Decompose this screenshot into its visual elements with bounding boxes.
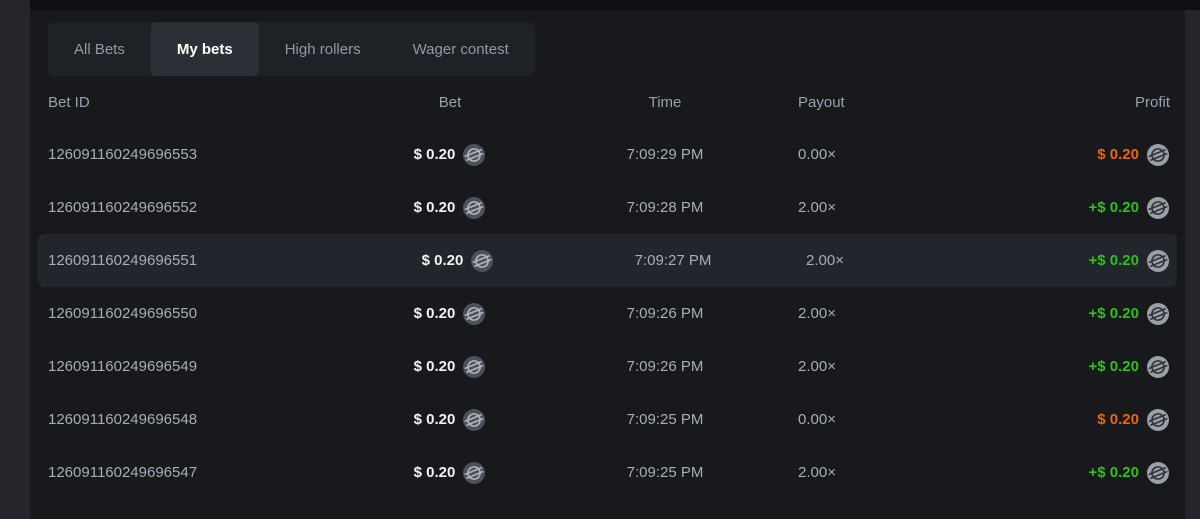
bet-id-cell: 126091160249696552 bbox=[48, 199, 198, 216]
bet-amount: $ 0.20 bbox=[413, 464, 456, 481]
time-cell: 7:09:27 PM bbox=[634, 252, 712, 269]
table-header-row: Bet ID Bet Time Payout Profit bbox=[30, 76, 1185, 128]
profit-amount: $ 0.20 bbox=[1097, 146, 1139, 163]
payout-cell: 2.00× bbox=[798, 199, 836, 216]
currency-coin-icon bbox=[462, 196, 486, 220]
currency-coin-icon bbox=[1146, 196, 1170, 220]
currency-coin-icon bbox=[1146, 143, 1170, 167]
time-cell: 7:09:25 PM bbox=[626, 411, 704, 428]
time-cell: 7:09:26 PM bbox=[626, 358, 704, 375]
bet-cell: $ 0.20 bbox=[368, 249, 548, 273]
payout-cell: 0.00× bbox=[798, 411, 836, 428]
currency-coin-icon bbox=[462, 408, 486, 432]
bet-cell: $ 0.20 bbox=[360, 196, 540, 220]
tab-wager-contest[interactable]: Wager contest bbox=[412, 40, 509, 58]
header-bet: Bet bbox=[438, 93, 462, 111]
currency-coin-icon bbox=[1146, 355, 1170, 379]
bets-tabbar: All Bets My bets High rollers Wager cont… bbox=[48, 22, 535, 76]
time-cell: 7:09:26 PM bbox=[626, 305, 704, 322]
header-bet-id: Bet ID bbox=[48, 93, 90, 111]
profit-amount: +$ 0.20 bbox=[1088, 252, 1139, 269]
bet-id-cell: 126091160249696549 bbox=[48, 358, 198, 375]
table-row[interactable]: 126091160249696550 $ 0.20 7:09:26 PM 2.0… bbox=[30, 287, 1185, 340]
table-row-highlighted[interactable]: 126091160249696551 $ 0.20 7:09:27 PM 2.0… bbox=[38, 234, 1177, 287]
tab-all-bets[interactable]: All Bets bbox=[74, 40, 125, 58]
currency-coin-icon bbox=[462, 143, 486, 167]
bet-cell: $ 0.20 bbox=[360, 355, 540, 379]
profit-amount: +$ 0.20 bbox=[1088, 464, 1139, 481]
profit-amount: +$ 0.20 bbox=[1088, 358, 1139, 375]
table-row[interactable]: 126091160249696549 $ 0.20 7:09:26 PM 2.0… bbox=[30, 340, 1185, 393]
profit-cell: $ 0.20 bbox=[910, 143, 1185, 167]
time-cell: 7:09:29 PM bbox=[626, 146, 704, 163]
currency-coin-icon bbox=[1146, 302, 1170, 326]
tab-high-rollers[interactable]: High rollers bbox=[284, 40, 361, 58]
profit-cell: +$ 0.20 bbox=[918, 249, 1177, 273]
table-body: 126091160249696553 $ 0.20 7:09:29 PM 0.0… bbox=[30, 128, 1185, 499]
bet-amount: $ 0.20 bbox=[413, 305, 456, 322]
currency-coin-icon bbox=[1146, 408, 1170, 432]
currency-coin-icon bbox=[470, 249, 494, 273]
currency-coin-icon bbox=[462, 461, 486, 485]
bet-cell: $ 0.20 bbox=[360, 461, 540, 485]
bet-id-cell: 126091160249696550 bbox=[48, 305, 198, 322]
profit-amount: $ 0.20 bbox=[1097, 411, 1139, 428]
bet-amount: $ 0.20 bbox=[413, 199, 456, 216]
header-time: Time bbox=[648, 93, 682, 111]
bet-amount: $ 0.20 bbox=[413, 146, 456, 163]
profit-cell: +$ 0.20 bbox=[910, 461, 1185, 485]
table-row[interactable]: 126091160249696553 $ 0.20 7:09:29 PM 0.0… bbox=[30, 128, 1185, 181]
table-row[interactable]: 126091160249696552 $ 0.20 7:09:28 PM 2.0… bbox=[30, 181, 1185, 234]
payout-cell: 0.00× bbox=[798, 146, 836, 163]
time-cell: 7:09:28 PM bbox=[626, 199, 704, 216]
bet-cell: $ 0.20 bbox=[360, 143, 540, 167]
profit-cell: $ 0.20 bbox=[910, 408, 1185, 432]
bet-id-cell: 126091160249696551 bbox=[48, 252, 198, 269]
bets-panel: All Bets My bets High rollers Wager cont… bbox=[30, 10, 1185, 519]
profit-amount: +$ 0.20 bbox=[1088, 305, 1139, 322]
profit-cell: +$ 0.20 bbox=[910, 196, 1185, 220]
currency-coin-icon bbox=[1146, 461, 1170, 485]
bet-id-cell: 126091160249696553 bbox=[48, 146, 198, 163]
payout-cell: 2.00× bbox=[806, 252, 844, 269]
payout-cell: 2.00× bbox=[798, 358, 836, 375]
bet-amount: $ 0.20 bbox=[413, 358, 456, 375]
table-row[interactable]: 126091160249696548 $ 0.20 7:09:25 PM 0.0… bbox=[30, 393, 1185, 446]
bet-amount: $ 0.20 bbox=[421, 252, 464, 269]
profit-cell: +$ 0.20 bbox=[910, 302, 1185, 326]
bet-id-cell: 126091160249696547 bbox=[48, 464, 198, 481]
payout-cell: 2.00× bbox=[798, 464, 836, 481]
tab-my-bets[interactable]: My bets bbox=[150, 22, 259, 76]
bet-cell: $ 0.20 bbox=[360, 408, 540, 432]
bet-amount: $ 0.20 bbox=[413, 411, 456, 428]
bet-cell: $ 0.20 bbox=[360, 302, 540, 326]
currency-coin-icon bbox=[462, 355, 486, 379]
currency-coin-icon bbox=[1146, 249, 1170, 273]
time-cell: 7:09:25 PM bbox=[626, 464, 704, 481]
profit-amount: +$ 0.20 bbox=[1088, 199, 1139, 216]
payout-cell: 2.00× bbox=[798, 305, 836, 322]
currency-coin-icon bbox=[462, 302, 486, 326]
table-row[interactable]: 126091160249696547 $ 0.20 7:09:25 PM 2.0… bbox=[30, 446, 1185, 499]
profit-cell: +$ 0.20 bbox=[910, 355, 1185, 379]
header-profit: Profit bbox=[1134, 93, 1170, 111]
bet-id-cell: 126091160249696548 bbox=[48, 411, 198, 428]
top-divider-strip bbox=[30, 0, 1200, 10]
header-payout: Payout bbox=[798, 93, 845, 111]
